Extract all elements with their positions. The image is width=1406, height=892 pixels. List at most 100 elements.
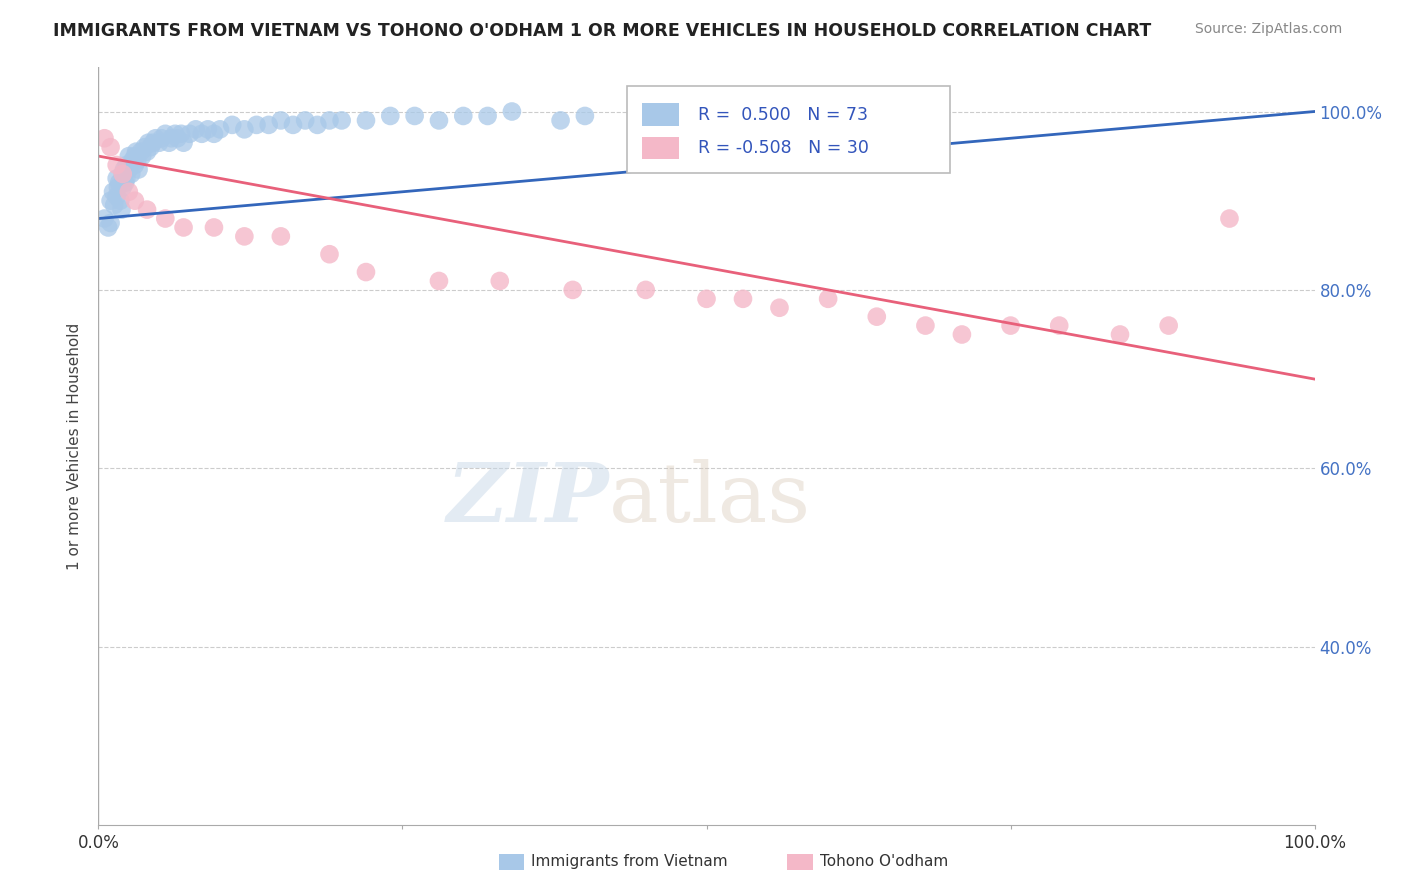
Point	[148, 136, 170, 150]
Point	[105, 189, 128, 203]
Point	[124, 158, 146, 172]
Text: R =  0.500   N = 73: R = 0.500 N = 73	[697, 105, 868, 124]
Point	[124, 194, 146, 208]
Point	[233, 122, 256, 136]
Point	[155, 127, 177, 141]
Point	[131, 149, 153, 163]
Point	[453, 109, 475, 123]
Point	[118, 149, 141, 163]
Point	[100, 140, 122, 154]
Point	[100, 216, 122, 230]
Point	[817, 109, 839, 123]
Point	[950, 327, 973, 342]
Point	[488, 274, 510, 288]
Point	[160, 131, 183, 145]
Point	[150, 131, 173, 145]
Point	[561, 283, 583, 297]
Point	[115, 171, 138, 186]
Text: ZIP: ZIP	[447, 459, 609, 539]
Point	[696, 104, 718, 119]
Point	[110, 194, 132, 208]
Point	[108, 176, 131, 190]
Point	[100, 194, 122, 208]
Point	[281, 118, 304, 132]
Point	[768, 301, 790, 315]
Point	[118, 162, 141, 177]
Point	[404, 109, 426, 123]
Point	[107, 180, 129, 194]
Point	[184, 122, 207, 136]
Point	[157, 136, 180, 150]
Point	[142, 136, 165, 150]
Point	[114, 176, 136, 190]
Point	[125, 145, 148, 159]
Point	[179, 127, 201, 141]
Bar	[627, 86, 950, 173]
Point	[696, 292, 718, 306]
Point	[155, 211, 177, 226]
Point	[145, 131, 167, 145]
Point	[105, 171, 128, 186]
Point	[93, 131, 115, 145]
Point	[136, 145, 159, 159]
Point	[501, 104, 523, 119]
Bar	[643, 136, 679, 160]
Text: Tohono O'odham: Tohono O'odham	[820, 855, 948, 869]
Point	[191, 127, 214, 141]
Point	[245, 118, 267, 132]
Point	[866, 310, 889, 324]
Point	[173, 136, 195, 150]
Text: atlas: atlas	[609, 459, 811, 539]
Point	[134, 140, 156, 154]
Point	[914, 318, 936, 333]
Point	[209, 122, 232, 136]
Point	[127, 153, 149, 168]
Text: Immigrants from Vietnam: Immigrants from Vietnam	[531, 855, 728, 869]
Point	[1218, 211, 1240, 226]
Point	[354, 113, 377, 128]
Point	[550, 113, 572, 128]
Point	[115, 158, 138, 172]
Point	[139, 140, 162, 154]
Point	[257, 118, 280, 132]
Point	[97, 220, 120, 235]
Point	[118, 185, 141, 199]
Point	[170, 127, 193, 141]
Text: Source: ZipAtlas.com: Source: ZipAtlas.com	[1195, 22, 1343, 37]
Point	[307, 118, 329, 132]
Point	[1109, 327, 1132, 342]
Text: IMMIGRANTS FROM VIETNAM VS TOHONO O'ODHAM 1 OR MORE VEHICLES IN HOUSEHOLD CORREL: IMMIGRANTS FROM VIETNAM VS TOHONO O'ODHA…	[53, 22, 1152, 40]
Point	[136, 136, 159, 150]
Point	[574, 109, 596, 123]
Point	[111, 167, 134, 181]
Point	[163, 127, 186, 141]
Point	[427, 113, 450, 128]
Point	[120, 167, 142, 181]
Point	[477, 109, 499, 123]
Point	[111, 167, 134, 181]
Point	[427, 274, 450, 288]
Point	[112, 162, 135, 177]
Point	[202, 127, 225, 141]
Point	[380, 109, 402, 123]
Point	[101, 185, 124, 199]
Point	[103, 198, 125, 212]
Point	[634, 283, 657, 297]
Point	[173, 220, 195, 235]
Point	[1157, 318, 1180, 333]
Point	[121, 153, 143, 168]
Point	[136, 202, 159, 217]
Point	[111, 180, 134, 194]
Point	[270, 113, 292, 128]
Point	[817, 292, 839, 306]
Point	[93, 211, 115, 226]
Point	[354, 265, 377, 279]
Point	[197, 122, 219, 136]
Point	[294, 113, 316, 128]
Point	[731, 292, 754, 306]
Point	[124, 149, 146, 163]
Point	[330, 113, 353, 128]
Point	[221, 118, 243, 132]
Point	[1047, 318, 1070, 333]
Point	[128, 162, 150, 177]
